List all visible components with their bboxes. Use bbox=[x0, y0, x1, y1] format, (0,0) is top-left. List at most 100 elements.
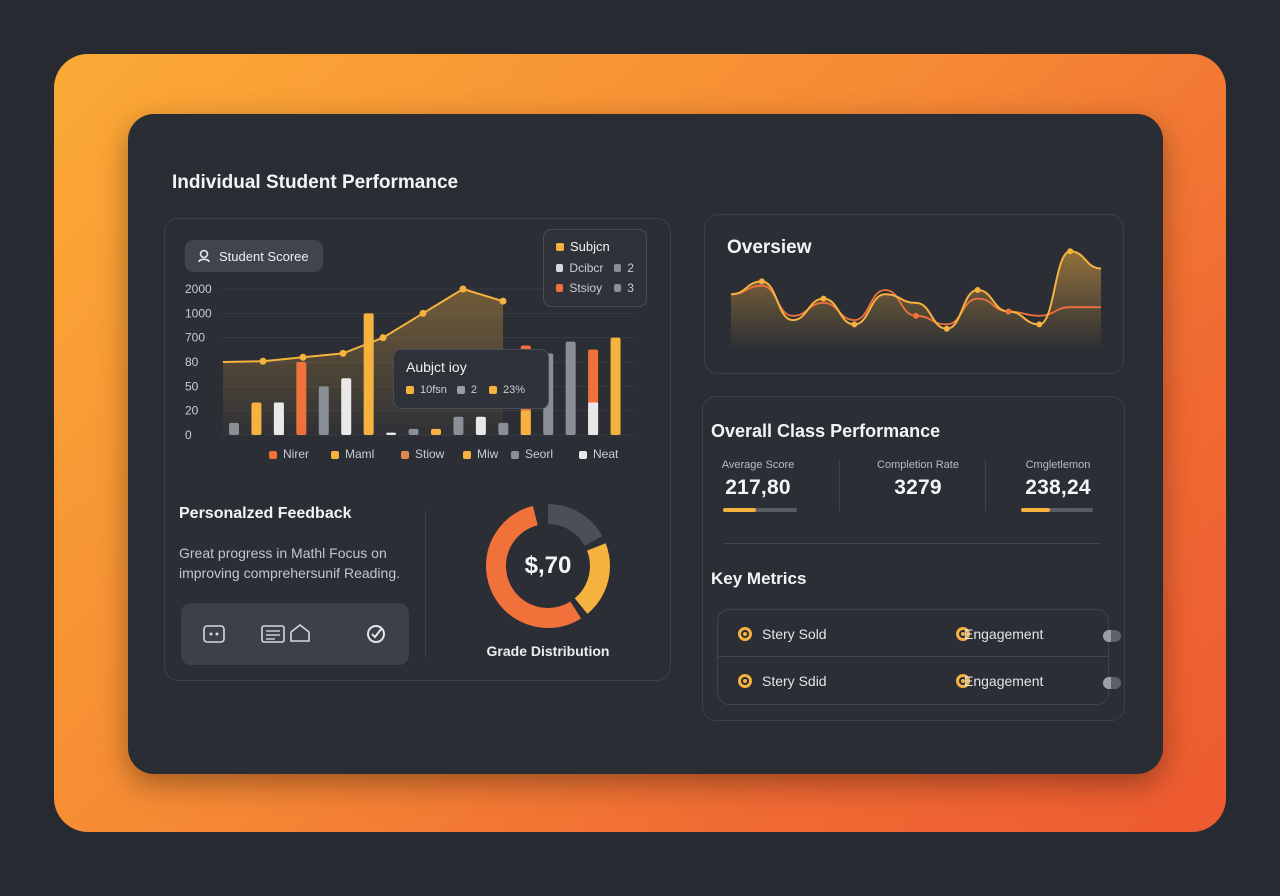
bar bbox=[251, 402, 262, 435]
key-metric-right: Engagement bbox=[964, 673, 1044, 689]
metric-label: Average Score bbox=[721, 459, 795, 471]
bar bbox=[475, 416, 486, 435]
section-divider bbox=[723, 543, 1101, 544]
home-icon[interactable] bbox=[289, 623, 311, 648]
donut-center-value: $,70 bbox=[524, 552, 572, 579]
y-axis-ticks: 2000 1000 700 80 50 20 0 bbox=[185, 282, 212, 442]
trend-point bbox=[419, 309, 427, 317]
overview-point bbox=[1036, 321, 1043, 328]
key-metric-row[interactable]: Stery Sold Engagement bbox=[718, 610, 1121, 657]
bar bbox=[386, 432, 397, 435]
metric-value: 3279 bbox=[894, 476, 942, 499]
feedback-actions bbox=[181, 603, 409, 665]
vertical-divider bbox=[425, 511, 426, 657]
legend-dot bbox=[613, 284, 622, 292]
target-icon bbox=[738, 674, 752, 688]
x-legend-item: Stiow bbox=[401, 447, 463, 461]
overview-point bbox=[820, 295, 827, 302]
trend-point bbox=[299, 353, 307, 361]
tooltip-item: 10fsn bbox=[420, 384, 447, 396]
metric-divider bbox=[985, 459, 986, 511]
overview-point bbox=[851, 321, 858, 328]
bar bbox=[610, 337, 621, 435]
key-metric-row[interactable]: Stery Sdid Engagement bbox=[718, 658, 1121, 705]
bar bbox=[363, 313, 374, 435]
x-legend-label: Maml bbox=[345, 447, 375, 461]
y-tick-label: 700 bbox=[185, 331, 205, 345]
overview-title: Oversiew bbox=[727, 237, 812, 258]
overview-card: Oversiew bbox=[704, 214, 1124, 374]
legend-label: Stsioy bbox=[569, 281, 603, 295]
class-performance-card: Overall Class Performance Average Score … bbox=[702, 396, 1125, 721]
toggle-icon[interactable] bbox=[1102, 677, 1121, 689]
y-tick-label: 80 bbox=[185, 355, 199, 369]
class-performance-title: Overall Class Performance bbox=[711, 421, 941, 441]
overview-point bbox=[974, 287, 981, 293]
tooltip-item: 2 bbox=[470, 384, 478, 396]
trend-point bbox=[339, 349, 347, 357]
x-legend: Nirer Maml Stiow Miw Seorl Neat bbox=[269, 447, 649, 461]
overview-point bbox=[758, 278, 765, 285]
metric-progress-fill bbox=[1021, 508, 1050, 512]
chat-icon[interactable] bbox=[203, 625, 225, 648]
overview-points bbox=[758, 248, 1074, 332]
legend-dot bbox=[556, 284, 564, 292]
key-metrics-title: Key Metrics bbox=[711, 569, 807, 588]
metric-average-score: Average Score 217,80 bbox=[713, 459, 803, 512]
trend-point bbox=[379, 334, 387, 342]
grade-donut bbox=[486, 504, 610, 628]
feedback-title: Personalzed Feedback bbox=[179, 505, 352, 522]
target-icon bbox=[956, 627, 971, 641]
trend-point bbox=[259, 357, 267, 365]
user-icon bbox=[198, 249, 210, 263]
overview-point bbox=[943, 325, 950, 332]
overview-point bbox=[913, 312, 919, 319]
student-score-badge[interactable]: Student Scoree bbox=[185, 240, 323, 272]
overview-point bbox=[1005, 308, 1012, 315]
trend-points bbox=[259, 285, 507, 365]
bar-stack bbox=[520, 410, 531, 435]
bar bbox=[296, 362, 307, 435]
metric-completion-rate: Completion Rate 3279 bbox=[863, 459, 973, 500]
key-metric-left: Stery Sold bbox=[762, 626, 827, 642]
subject-legend: Subjcn Dcibcr 2 Stsioy 3 bbox=[543, 229, 647, 307]
badge-label: Student Scoree bbox=[219, 248, 309, 264]
dashboard-panel: Individual Student Performance Student S… bbox=[128, 114, 1163, 774]
bar-stack bbox=[273, 402, 284, 435]
metric-progress-fill bbox=[723, 508, 757, 512]
donut-segment bbox=[486, 504, 610, 628]
document-icon[interactable] bbox=[261, 625, 285, 648]
trend-point bbox=[499, 297, 507, 305]
x-legend-item: Seorl bbox=[511, 447, 579, 461]
legend-label: Dcibcr bbox=[569, 261, 604, 275]
y-tick-label: 1000 bbox=[185, 306, 212, 320]
x-legend-item: Neat bbox=[579, 447, 639, 461]
bar bbox=[453, 416, 464, 435]
bar bbox=[229, 422, 239, 435]
bar bbox=[498, 422, 509, 435]
donut-segment bbox=[486, 504, 610, 628]
x-legend-item: Nirer bbox=[269, 447, 331, 461]
legend-value: 3 bbox=[627, 281, 634, 295]
y-tick-label: 2000 bbox=[185, 282, 212, 296]
x-legend-item: Miw bbox=[463, 447, 511, 461]
metric-progress bbox=[1021, 508, 1093, 512]
target-icon bbox=[738, 627, 752, 641]
metric-value: 238,24 bbox=[1025, 476, 1091, 499]
check-circle-icon[interactable] bbox=[365, 623, 387, 650]
bar bbox=[431, 428, 441, 435]
overview-line-primary bbox=[731, 250, 1101, 330]
bar-stack bbox=[588, 402, 599, 435]
legend-dot bbox=[556, 242, 564, 251]
overview-point bbox=[1067, 248, 1074, 255]
student-performance-card: Student Scoree 2000 1000 700 80 50 20 0 Subjcn bbox=[164, 218, 671, 681]
key-metric-right: Engagement bbox=[964, 626, 1044, 642]
overview-area bbox=[731, 251, 1101, 347]
x-legend-item: Maml bbox=[331, 447, 401, 461]
tooltip-item: 23% bbox=[503, 384, 526, 396]
tooltip-dot bbox=[406, 386, 414, 394]
legend-title: Subjcn bbox=[570, 239, 610, 254]
bar bbox=[341, 378, 352, 435]
toggle-icon[interactable] bbox=[1102, 630, 1121, 642]
tooltip-dot bbox=[489, 386, 498, 394]
